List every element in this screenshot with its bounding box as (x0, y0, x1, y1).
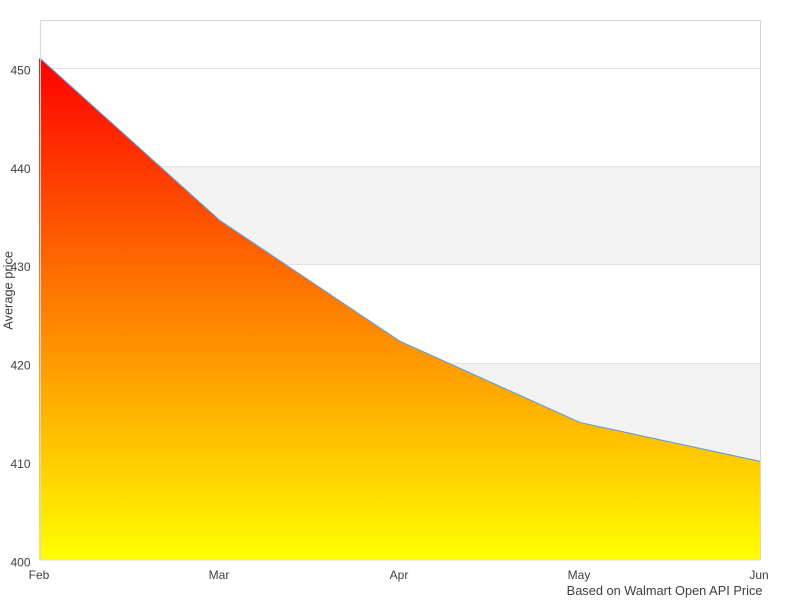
svg-text:430: 430 (10, 260, 30, 274)
svg-text:440: 440 (10, 162, 30, 176)
svg-text:Apr: Apr (390, 568, 409, 582)
svg-text:Jun: Jun (749, 568, 768, 582)
svg-text:400: 400 (10, 555, 30, 569)
svg-text:Feb: Feb (29, 568, 50, 582)
svg-text:410: 410 (10, 457, 30, 471)
svg-text:Mar: Mar (209, 568, 230, 582)
svg-text:Average price: Average price (1, 251, 16, 330)
svg-text:May: May (568, 568, 591, 582)
svg-text:450: 450 (10, 63, 30, 77)
svg-text:Based on Walmart Open API Pric: Based on Walmart Open API Price (567, 583, 763, 598)
svg-text:420: 420 (10, 359, 30, 373)
